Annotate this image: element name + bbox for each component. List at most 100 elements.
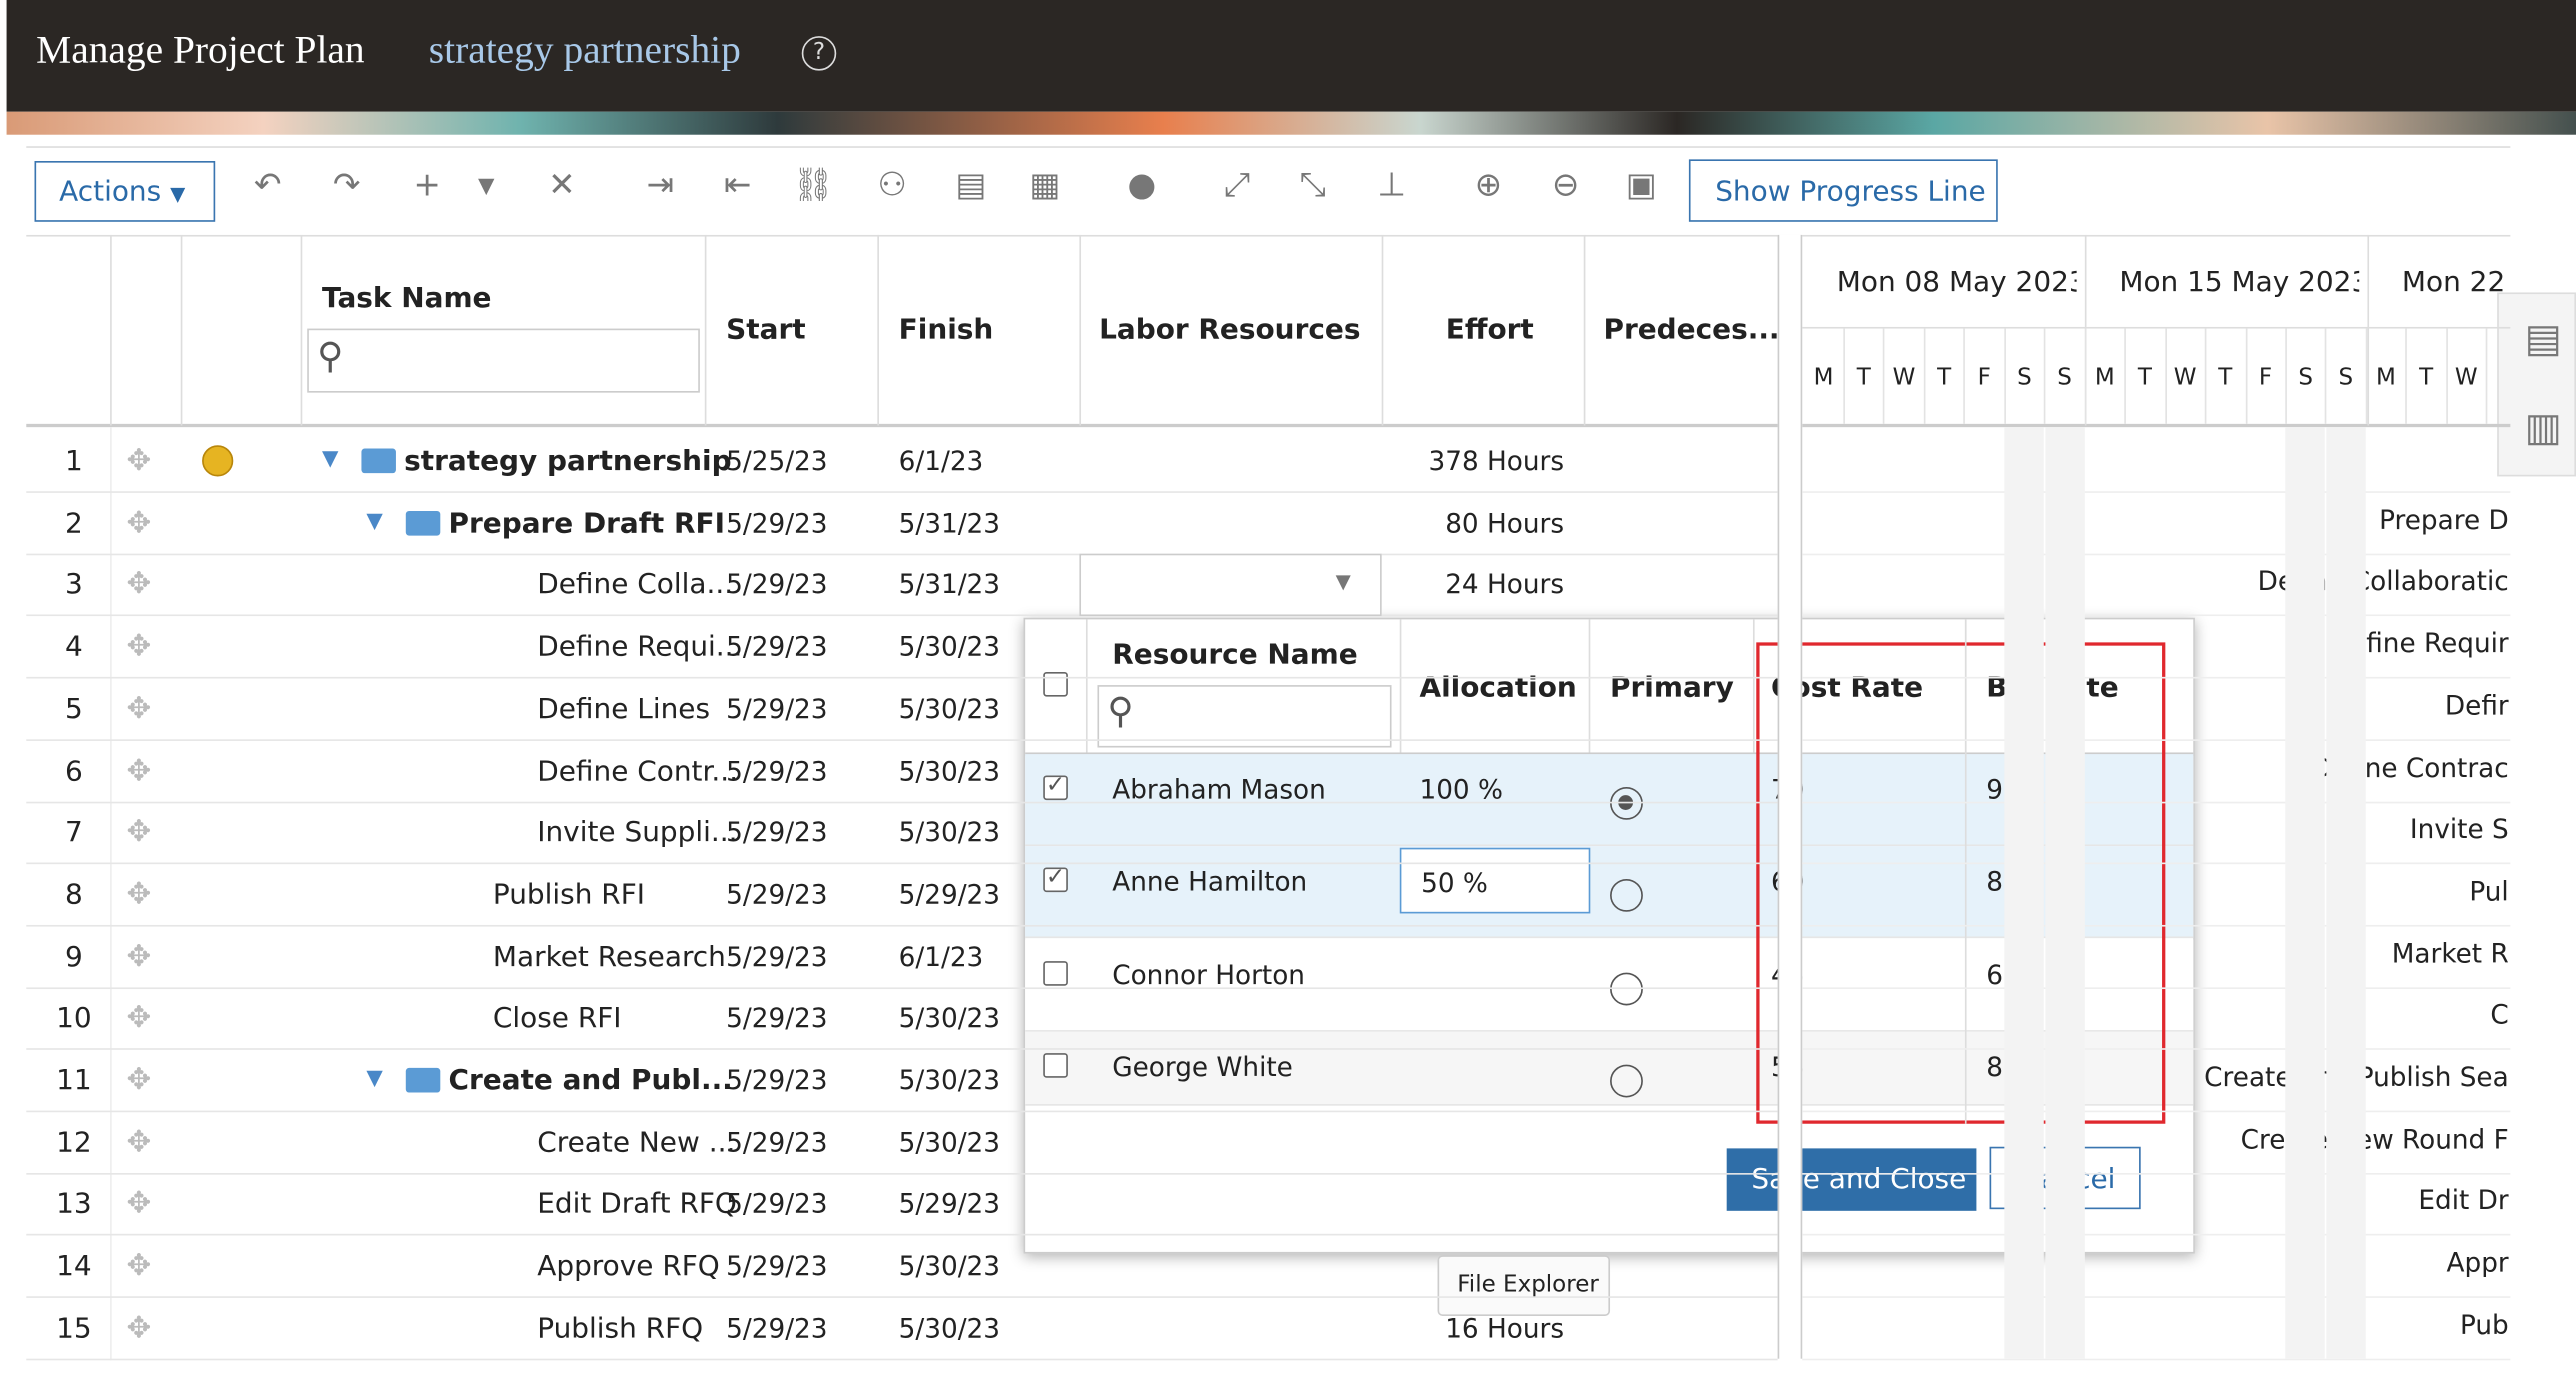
allocation: 100 % <box>1419 773 1503 806</box>
task-name[interactable]: Edit Draft RFQ <box>537 1188 737 1222</box>
caret: ▼ <box>170 182 186 206</box>
drag-handle[interactable]: ✥ <box>126 939 152 974</box>
popup-column-divider <box>1752 619 1755 755</box>
primary-radio[interactable] <box>1610 879 1643 913</box>
side-list-icon[interactable]: ▤ <box>2524 315 2562 362</box>
drag-handle[interactable]: ✥ <box>126 567 152 602</box>
toolbar-icon[interactable]: ▣ <box>1625 164 1657 204</box>
task-name[interactable]: Create New ... <box>537 1126 736 1160</box>
search-icon[interactable]: ⚲ <box>1107 691 1134 733</box>
actions-button[interactable]: Actions ▼ <box>34 161 216 222</box>
gantt-row-line <box>1802 862 2511 865</box>
primary-radio[interactable] <box>1610 971 1643 1005</box>
task-name[interactable]: Close RFI <box>492 1002 622 1036</box>
task-name[interactable]: Define Requi... <box>537 631 743 664</box>
row-line <box>26 738 1778 741</box>
dropdown-caret[interactable]: ▼ <box>1335 570 1351 594</box>
task-name[interactable]: Prepare Draft RFI <box>448 507 726 541</box>
column-divider <box>110 427 112 1361</box>
select-all-checkbox[interactable] <box>1043 671 1068 697</box>
column-divider <box>300 234 303 426</box>
start-date: 5/29/23 <box>726 940 828 972</box>
start-date: 5/29/23 <box>726 1188 828 1220</box>
drag-handle[interactable]: ✥ <box>126 1186 152 1222</box>
task-name[interactable]: Define Contr... <box>537 754 739 788</box>
finish-date: 6/1/23 <box>898 445 984 477</box>
task-name[interactable]: Approve RFQ <box>537 1250 720 1284</box>
task-name[interactable]: Define Colla... <box>537 569 734 602</box>
toolbar-icon[interactable]: ↷ <box>332 164 361 204</box>
allocation[interactable]: 50 % <box>1399 848 1591 914</box>
drag-handle[interactable]: ✥ <box>126 1124 152 1160</box>
toolbar-icon[interactable]: ⛓ <box>792 164 835 204</box>
weekend-shade <box>2326 427 2366 1359</box>
row-number: 1 <box>65 445 83 479</box>
primary-radio[interactable] <box>1610 786 1643 820</box>
drag-handle[interactable]: ✥ <box>126 505 152 541</box>
gantt-label: Pub <box>2459 1309 2509 1341</box>
day-divider <box>2445 328 2448 424</box>
column-divider <box>110 234 112 426</box>
task-name[interactable]: Publish RFQ <box>537 1312 704 1346</box>
row-number: 7 <box>65 816 83 850</box>
help-icon[interactable]: ? <box>801 36 837 71</box>
toolbar-icon[interactable]: + <box>413 164 441 204</box>
toolbar-icon[interactable]: ⇥ <box>646 164 675 204</box>
drag-handle[interactable]: ✥ <box>126 1310 152 1346</box>
toolbar-icon[interactable]: ⚇ <box>877 164 907 204</box>
toolbar-icon[interactable]: ▤ <box>955 164 987 204</box>
toolbar-icon[interactable]: ⊥ <box>1377 164 1406 204</box>
expand-arrow[interactable]: ▼ <box>322 446 339 472</box>
resource-checkbox[interactable] <box>1043 960 1068 986</box>
toolbar-icon[interactable]: ▦ <box>1029 164 1061 204</box>
start-date: 5/29/23 <box>726 878 828 910</box>
finish-date: 5/30/23 <box>898 816 1001 849</box>
drag-handle[interactable]: ✥ <box>126 1062 152 1098</box>
progress-line-button[interactable]: Show Progress Line <box>1688 159 1998 222</box>
drag-handle[interactable]: ✥ <box>126 629 152 664</box>
gantt-label: Define Requir <box>2329 627 2509 659</box>
toolbar-icon[interactable]: ⊖ <box>1551 164 1580 204</box>
task-name[interactable]: Create and Publ... <box>448 1064 733 1098</box>
toolbar-icon[interactable]: ⊕ <box>1474 164 1503 204</box>
resource-checkbox[interactable]: ✓ <box>1043 774 1068 801</box>
task-name[interactable]: Publish RFI <box>492 878 646 912</box>
task-name[interactable]: Market Research <box>492 940 726 974</box>
effort: 16 Hours <box>1445 1312 1565 1344</box>
task-name[interactable]: strategy partnership <box>404 445 732 479</box>
gantt-row-line <box>1802 677 2511 679</box>
toolbar-icon[interactable]: ⤡ <box>1299 164 1326 204</box>
drag-handle[interactable]: ✥ <box>126 877 152 912</box>
expand-arrow[interactable]: ▼ <box>366 1066 383 1091</box>
week-line <box>1802 326 2511 329</box>
toolbar-icon[interactable]: ↶ <box>254 164 282 204</box>
resource-checkbox[interactable] <box>1043 1052 1068 1078</box>
toolbar-icon[interactable]: ● <box>1127 164 1157 204</box>
drag-handle[interactable]: ✥ <box>126 1248 152 1284</box>
finish-date: 5/30/23 <box>898 754 1001 787</box>
expand-arrow[interactable]: ▼ <box>366 508 383 534</box>
project-name[interactable]: strategy partnership <box>428 29 741 73</box>
row-number: 6 <box>65 754 83 788</box>
row-line <box>26 615 1778 617</box>
drag-handle[interactable]: ✥ <box>126 753 152 788</box>
drag-handle[interactable]: ✥ <box>126 815 152 850</box>
toolbar-icon[interactable]: ⇤ <box>723 164 752 204</box>
toolbar-icon[interactable]: ▾ <box>478 164 495 204</box>
gantt-label: Create New Round F <box>2240 1123 2509 1155</box>
grid-top-line <box>26 234 2511 237</box>
day-label: F <box>2258 364 2273 392</box>
resource-checkbox[interactable]: ✓ <box>1043 866 1068 893</box>
search-icon[interactable]: ⚲ <box>317 336 344 378</box>
drag-handle[interactable]: ✥ <box>126 443 152 479</box>
actions-label: Actions <box>59 175 162 209</box>
task-name[interactable]: Define Lines <box>537 692 711 726</box>
primary-radio[interactable] <box>1610 1064 1643 1098</box>
drag-handle[interactable]: ✥ <box>126 1001 152 1036</box>
column-header: Predeces... <box>1603 313 1780 347</box>
task-name[interactable]: Invite Suppli... <box>537 816 738 850</box>
toolbar-icon[interactable]: ⤢ <box>1223 164 1251 204</box>
drag-handle[interactable]: ✥ <box>126 691 152 726</box>
side-chart-icon[interactable]: ▥ <box>2524 404 2562 451</box>
toolbar-icon[interactable]: ✕ <box>548 164 576 204</box>
